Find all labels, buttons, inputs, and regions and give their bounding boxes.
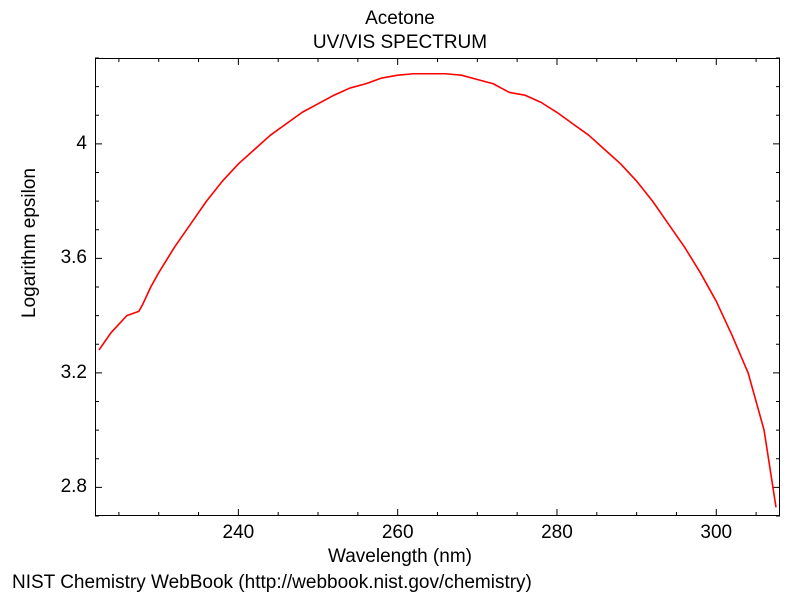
x-axis-label: Wavelength (nm): [0, 546, 800, 568]
plot-svg: [0, 0, 800, 600]
x-tick-label: 240: [223, 522, 255, 544]
y-tick-label: 3.6: [61, 247, 87, 269]
x-tick-label: 300: [700, 522, 732, 544]
chart-container: Acetone UV/VIS SPECTRUM Logarithm epsilo…: [0, 0, 800, 600]
y-tick-label: 3.2: [61, 362, 87, 384]
y-tick-label: 4: [76, 133, 87, 155]
y-tick-label: 2.8: [61, 476, 87, 498]
x-tick-label: 280: [541, 522, 573, 544]
footer-text: NIST Chemistry WebBook (http://webbook.n…: [12, 572, 532, 594]
y-axis-label: Logarithm epsilon: [19, 258, 41, 318]
x-tick-label: 260: [382, 522, 414, 544]
